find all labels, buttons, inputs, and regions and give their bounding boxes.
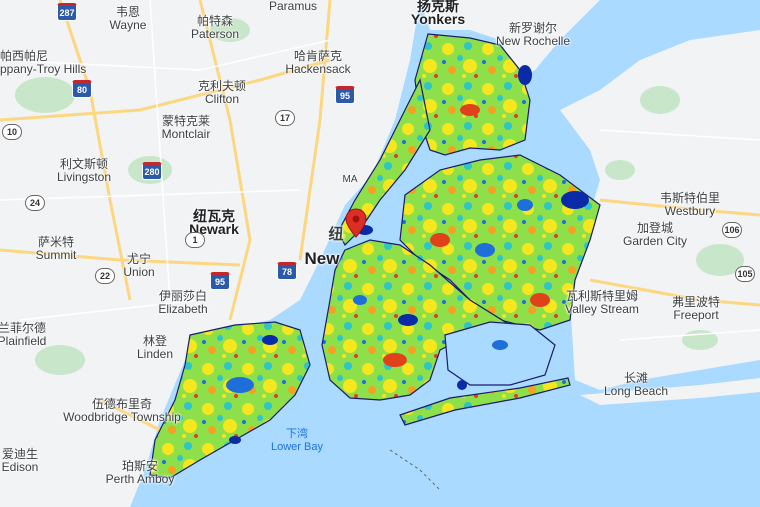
map-pin-icon[interactable] bbox=[345, 208, 367, 238]
water-lower-bay: 下湾 Lower Bay bbox=[271, 428, 323, 453]
place-freeport: 弗里波特 Freeport bbox=[671, 295, 721, 322]
jamaica-bay bbox=[444, 321, 556, 386]
place-hackensack: 哈肯萨克 Hackensack bbox=[285, 49, 351, 76]
place-union: 尤宁 Union bbox=[123, 252, 155, 279]
route-106-shield: 106 bbox=[722, 222, 742, 238]
place-edison: 爱迪生 Edison bbox=[1, 447, 39, 474]
land-west bbox=[0, 0, 420, 507]
place-summit: 萨米特 Summit bbox=[35, 235, 77, 262]
place-perth-amboy: 珀斯安 Perth Amboy bbox=[105, 459, 175, 486]
parks bbox=[15, 18, 744, 375]
place-livingston: 利文斯顿 Livingston bbox=[56, 157, 112, 184]
place-elizabeth: 伊丽莎白 Elizabeth bbox=[158, 289, 208, 316]
rockaway-area bbox=[399, 377, 571, 426]
interstate-287-shield: 287 bbox=[57, 3, 77, 21]
interstate-95-north-shield: 95 bbox=[335, 86, 355, 104]
water-boundary bbox=[389, 449, 441, 491]
place-valley-stream: 瓦利斯特里姆 Valley Stream bbox=[565, 289, 639, 316]
route-10-shield: 10 bbox=[2, 124, 22, 140]
interstate-95-shield: 95 bbox=[210, 272, 230, 290]
place-yonkers: 扬克斯 Yonkers bbox=[410, 0, 466, 27]
place-plainfield: 兰菲尔德 Plainfield bbox=[0, 321, 47, 348]
route-1-shield: 1 bbox=[185, 232, 205, 248]
place-linden: 林登 Linden bbox=[136, 334, 174, 361]
place-new-york-zh: 纽 bbox=[328, 226, 344, 243]
place-new-york: New bbox=[304, 249, 340, 268]
place-westbury: 韦斯特伯里 Westbury bbox=[659, 191, 721, 218]
route-105-shield: 105 bbox=[735, 266, 755, 282]
manhattan-area bbox=[337, 78, 431, 246]
route-24-shield: 24 bbox=[25, 195, 45, 211]
place-manhattan-abbrev: MA bbox=[342, 174, 358, 185]
place-montclair: 蒙特克莱 Montclair bbox=[161, 114, 211, 141]
place-paramus: Paramus bbox=[268, 0, 318, 13]
place-clifton: 克利夫顿 Clifton bbox=[197, 79, 247, 106]
barrier-island bbox=[580, 378, 760, 405]
interstate-78-shield: 78 bbox=[277, 262, 297, 280]
place-new-rochelle: 新罗谢尔 New Rochelle bbox=[495, 21, 571, 48]
place-woodbridge: 伍德布里奇 Woodbridge Township bbox=[63, 397, 181, 424]
place-long-beach: 长滩 Long Beach bbox=[603, 371, 669, 398]
local-roads bbox=[0, 0, 760, 341]
place-garden-city: 加登城 Garden City bbox=[622, 221, 688, 248]
place-parsippany: 帕西帕尼 ppany-Troy Hills bbox=[0, 49, 87, 76]
place-wayne: 韦恩 Wayne bbox=[109, 5, 147, 32]
land-north bbox=[420, 0, 600, 80]
interstate-80-shield: 80 bbox=[72, 80, 92, 98]
interstate-280-shield: 280 bbox=[142, 162, 162, 180]
heat-hotspots bbox=[226, 65, 589, 444]
route-17-shield: 17 bbox=[275, 110, 295, 126]
route-22-shield: 22 bbox=[95, 268, 115, 284]
place-paterson: 帕特森 Paterson bbox=[190, 14, 240, 41]
